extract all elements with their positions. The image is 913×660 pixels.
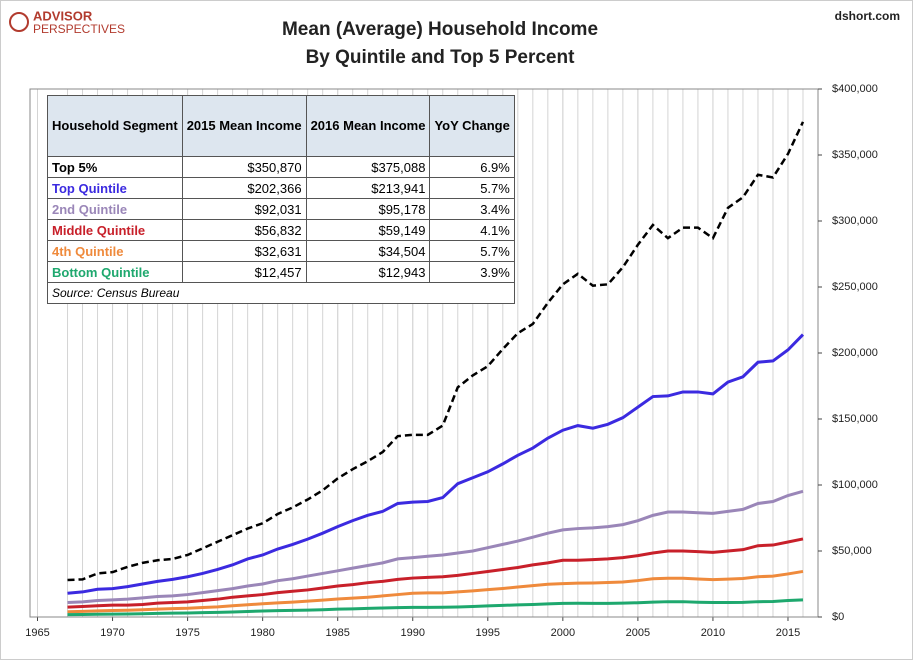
source-row: Source: Census Bureau [47,282,515,304]
y-tick-label: $250,000 [832,281,878,293]
y-tick-label: $200,000 [832,347,878,359]
series-line [67,489,804,604]
segment-name: 2nd Quintile [47,198,183,220]
header-cell: 2016 Mean Income [305,95,431,157]
table-cell: $12,457 [181,261,307,283]
table-row: 4th Quintile $32,631 $34,504 5.7% [47,240,515,262]
segment-name: Top Quintile [47,177,183,199]
series-line [67,569,804,614]
table-cell: 3.9% [429,261,515,283]
header-row: Household Segment 2015 Mean Income 2016 Me… [47,95,515,157]
y-tick-label: $150,000 [832,413,878,425]
series-line [67,121,805,582]
table-row: Bottom Quintile $12,457 $12,943 3.9% [47,261,515,283]
table-cell: 3.4% [429,198,515,220]
y-tick-label: $300,000 [832,215,878,227]
table-cell: $92,031 [181,198,307,220]
x-tick-label: 2015 [776,627,800,639]
source: Source: Census Bureau [47,282,515,304]
series-line [67,537,804,609]
segment-name: Bottom Quintile [47,261,183,283]
series-line [67,333,805,595]
header-cell: 2015 Mean Income [181,95,307,157]
table-cell: 4.1% [429,219,515,241]
x-tick-label: 1990 [401,627,425,639]
series-line [67,598,804,617]
table-cell: 5.7% [429,177,515,199]
table-cell: $59,149 [305,219,431,241]
table-cell: $32,631 [181,240,307,262]
table-cell: 5.7% [429,240,515,262]
table-cell: $34,504 [305,240,431,262]
header-cell: YoY Change [429,95,515,157]
chart-title: Mean (Average) Household Income [282,19,598,40]
table-cell: $350,870 [181,156,307,178]
segment-name: Middle Quintile [47,219,183,241]
y-tick-label: $50,000 [832,545,872,557]
y-tick-label: $400,000 [832,83,878,95]
x-tick-label: 1970 [100,627,124,639]
x-tick-label: 1965 [25,627,49,639]
chart-subtitle: By Quintile and Top 5 Percent [306,47,576,68]
x-tick-label: 2000 [551,627,575,639]
table-row: Top Quintile $202,366 $213,941 5.7% [47,177,515,199]
table-row: Middle Quintile $56,832 $59,149 4.1% [47,219,515,241]
table-cell: $12,943 [305,261,431,283]
header-cell: Household Segment [47,95,183,157]
table-cell: $95,178 [305,198,431,220]
table-row: Top 5% $350,870 $375,088 6.9% [47,156,515,178]
table-cell: 6.9% [429,156,515,178]
x-tick-label: 1980 [250,627,274,639]
summary-table: Household Segment 2015 Mean Income 2016 Me… [47,95,515,304]
table-row: 2nd Quintile $92,031 $95,178 3.4% [47,198,515,220]
x-tick-label: 1985 [325,627,349,639]
segment-name: 4th Quintile [47,240,183,262]
x-tick-label: 1975 [175,627,199,639]
y-tick-label: $350,000 [832,149,878,161]
y-tick-label: $100,000 [832,479,878,491]
table-cell: $202,366 [181,177,307,199]
segment-name: Top 5% [47,156,183,178]
x-tick-label: 2010 [701,627,725,639]
brand: ADVISOR [33,8,93,23]
table-cell: $375,088 [305,156,431,178]
x-tick-label: 2005 [626,627,650,639]
site: dshort.com [835,9,900,23]
table-cell: $56,832 [181,219,307,241]
brand-line2: PERSPECTIVES [33,22,125,36]
table-cell: $213,941 [305,177,431,199]
y-tick-label: $0 [832,611,844,623]
logo-icon [9,12,29,32]
x-tick-label: 1995 [476,627,500,639]
